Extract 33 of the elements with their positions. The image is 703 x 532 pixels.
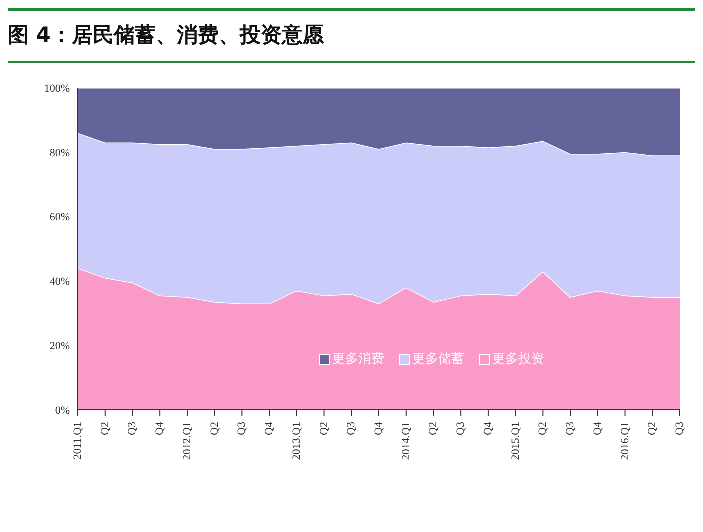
y-tick-label: 0% xyxy=(55,404,70,417)
y-tick-label: 100% xyxy=(44,82,70,95)
x-tick-label: Q2 xyxy=(537,422,550,436)
x-tick-label: Q3 xyxy=(455,422,468,436)
x-tick-label: 2016.Q1 xyxy=(619,422,632,460)
x-tick-label: 2011.Q1 xyxy=(72,422,84,460)
x-tick-label: 2012.Q1 xyxy=(181,422,194,460)
x-tick-label: 2014.Q1 xyxy=(400,422,412,460)
x-tick-label: Q3 xyxy=(126,422,139,436)
x-tick-label: Q3 xyxy=(674,422,686,436)
x-tick-label: Q2 xyxy=(428,422,440,436)
x-tick-label: Q4 xyxy=(373,422,385,436)
x-tick-label: Q2 xyxy=(646,422,659,436)
x-tick-label: Q4 xyxy=(592,422,604,436)
y-tick-label: 40% xyxy=(50,276,70,288)
x-tick-label: 2013.Q1 xyxy=(290,422,303,460)
legend-label: 更多储蓄 xyxy=(412,351,464,368)
y-tick-label: 60% xyxy=(50,212,70,224)
y-tick-label: 20% xyxy=(50,340,70,353)
x-tick-label: Q4 xyxy=(264,422,276,436)
x-tick-label: Q4 xyxy=(154,422,166,436)
x-tick-label: Q3 xyxy=(564,422,577,436)
x-tick-label: Q4 xyxy=(482,422,494,436)
y-tick-label: 80% xyxy=(50,147,70,160)
legend-label: 更多投资 xyxy=(492,351,544,368)
x-tick-label: Q2 xyxy=(318,422,330,436)
x-tick-label: Q2 xyxy=(99,422,112,436)
x-tick-label: Q3 xyxy=(346,422,358,436)
x-tick-label: Q2 xyxy=(208,422,221,436)
legend-label: 更多消费 xyxy=(332,351,384,368)
x-tick-label: Q3 xyxy=(236,422,248,436)
x-tick-label: 2015.Q1 xyxy=(510,422,522,460)
chart-title: 图 4：居民储蓄、消费、投资意愿 xyxy=(8,8,695,63)
